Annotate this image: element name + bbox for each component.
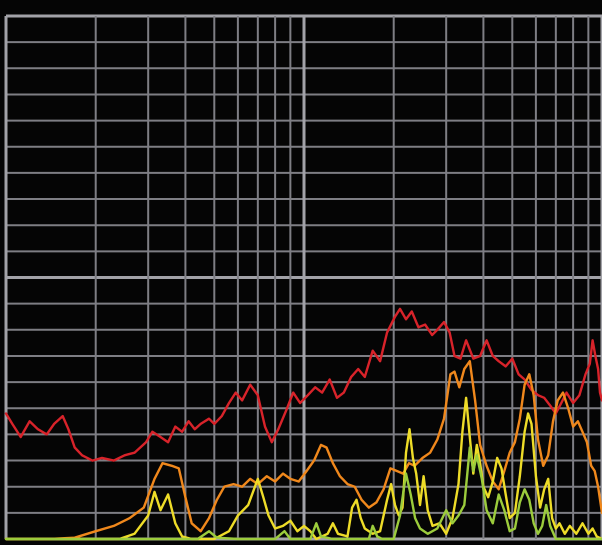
series-line-3 xyxy=(4,396,602,541)
series-layer xyxy=(4,307,602,541)
series-line-2 xyxy=(4,360,602,541)
series-line-4 xyxy=(4,446,602,541)
